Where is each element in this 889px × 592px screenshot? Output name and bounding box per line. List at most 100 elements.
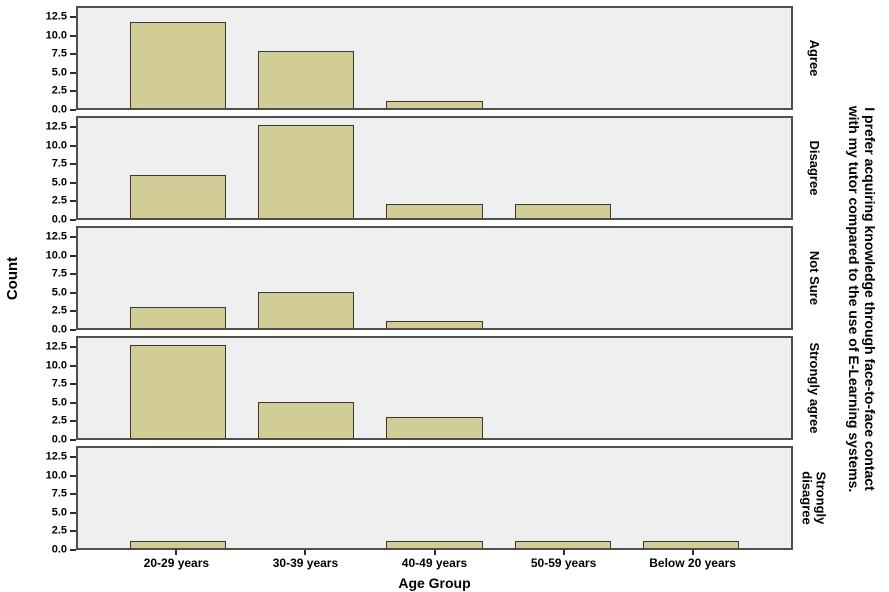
facet-panel: [76, 226, 793, 330]
y-tick-mark: [70, 346, 76, 349]
bar: [258, 292, 355, 328]
y-tick-labels: 0.0 2.5 5.0 7.5 10.0 12.5: [26, 6, 76, 115]
bar: [514, 203, 611, 218]
facet-panel: [76, 446, 793, 550]
x-axis-title: Age Group: [398, 574, 471, 591]
x-axis-right-spacer: [793, 550, 835, 575]
bar: [386, 416, 483, 438]
y-tick-label: 7.5: [51, 267, 67, 280]
y-tick-mark: [70, 364, 76, 367]
x-tick-label: 40-49 years: [401, 556, 468, 570]
panel-row: 0.0 2.5 5.0 7.5 10.0 12.5 Strongly agree: [26, 336, 835, 445]
bar: [386, 320, 483, 328]
y-axis-title-area: Count: [0, 6, 26, 550]
x-tick-mark: [175, 550, 178, 555]
x-tick-label: 50-59 years: [530, 556, 597, 570]
y-tick-label: 10.0: [45, 359, 67, 372]
bar: [129, 345, 226, 438]
y-tick-label: 12.5: [45, 10, 67, 23]
y-tick-label: 0.0: [51, 213, 67, 226]
y-tick-label: 2.5: [51, 194, 67, 207]
panel-row: 0.0 2.5 5.0 7.5 10.0 12.5 Disagree: [26, 116, 835, 225]
y-tick-label: 7.5: [51, 377, 67, 390]
bar: [386, 540, 483, 548]
y-tick-label: 12.5: [45, 450, 67, 463]
x-tick-label: 20-29 years: [143, 556, 210, 570]
x-tick-mark: [433, 550, 436, 555]
y-tick-label: 5.0: [51, 286, 67, 299]
facet-label: Strongly agree: [806, 342, 822, 434]
chart-main: 0.0 2.5 5.0 7.5 10.0 12.5 Agree 0.0 2.5 5.0 7.5 10.…: [26, 6, 835, 592]
y-tick-mark: [70, 181, 76, 184]
y-tick-label: 7.5: [51, 487, 67, 500]
y-tick-mark: [70, 291, 76, 294]
facet-label: Disagree: [806, 140, 822, 196]
facet-label: Agree: [806, 39, 822, 77]
bar: [258, 402, 355, 438]
y-tick-mark: [70, 200, 76, 203]
facet-panel: [76, 6, 793, 110]
y-tick-label: 5.0: [51, 506, 67, 519]
y-tick-mark: [70, 310, 76, 313]
bar: [129, 175, 226, 218]
y-tick-mark: [70, 456, 76, 459]
facet-label-area: Agree: [793, 6, 835, 110]
facet-panel: [76, 336, 793, 440]
facet-variable-title: I prefer acquiring knowledge through fac…: [846, 16, 878, 582]
panel-rows: 0.0 2.5 5.0 7.5 10.0 12.5 Agree 0.0 2.5 5.0 7.5 10.…: [26, 6, 835, 555]
bar: [129, 306, 226, 328]
facet-variable-title-line: with my tutor compared to the use of E-L…: [846, 105, 862, 493]
y-tick-mark: [70, 511, 76, 514]
y-tick-label: 10.0: [45, 139, 67, 152]
y-tick-mark: [70, 401, 76, 404]
x-tick-mark: [562, 550, 565, 555]
y-tick-mark: [70, 549, 76, 551]
y-tick-mark: [70, 144, 76, 147]
y-tick-mark: [70, 53, 76, 56]
y-tick-label: 7.5: [51, 47, 67, 60]
y-tick-label: 12.5: [45, 230, 67, 243]
facet-label-area: Strongly agree: [793, 336, 835, 440]
bar: [258, 50, 355, 108]
y-tick-label: 2.5: [51, 524, 67, 537]
x-tick-mark: [304, 550, 307, 555]
y-tick-label: 12.5: [45, 340, 67, 353]
y-axis-title: Count: [4, 256, 22, 300]
y-tick-mark: [70, 126, 76, 129]
y-tick-label: 0.0: [51, 433, 67, 446]
y-tick-label: 7.5: [51, 157, 67, 170]
y-tick-labels: 0.0 2.5 5.0 7.5 10.0 12.5: [26, 226, 76, 335]
x-axis: 20-29 years 30-39 years 40-49 years 50-59 y…: [26, 550, 835, 575]
bar: [258, 125, 355, 218]
y-tick-mark: [70, 90, 76, 93]
y-tick-label: 10.0: [45, 469, 67, 482]
y-tick-mark: [70, 273, 76, 276]
y-tick-mark: [70, 71, 76, 74]
facet-label-area: Strongly disagree: [793, 446, 835, 550]
facet-variable-title-area: I prefer acquiring knowledge through fac…: [835, 6, 889, 592]
y-tick-mark: [70, 254, 76, 257]
bar: [386, 203, 483, 218]
y-tick-mark: [70, 236, 76, 239]
facet-panel: [76, 116, 793, 220]
y-tick-mark: [70, 16, 76, 19]
bar: [643, 540, 740, 548]
y-tick-labels: 0.0 2.5 5.0 7.5 10.0 12.5: [26, 446, 76, 555]
y-tick-mark: [70, 329, 76, 331]
y-tick-mark: [70, 109, 76, 111]
y-tick-label: 0.0: [51, 543, 67, 556]
x-tick-mark: [691, 550, 694, 555]
x-tick-label: Below 20 years: [649, 556, 736, 570]
panel-row: 0.0 2.5 5.0 7.5 10.0 12.5 Not Sure: [26, 226, 835, 335]
y-tick-mark: [70, 474, 76, 477]
y-tick-mark: [70, 219, 76, 221]
panel-row: 0.0 2.5 5.0 7.5 10.0 12.5 Agree: [26, 6, 835, 115]
y-tick-mark: [70, 530, 76, 533]
bar: [514, 540, 611, 548]
x-tick-labels: 20-29 years 30-39 years 40-49 years 50-59 y…: [76, 550, 793, 575]
y-tick-label: 2.5: [51, 304, 67, 317]
y-tick-label: 2.5: [51, 84, 67, 97]
y-tick-labels: 0.0 2.5 5.0 7.5 10.0 12.5: [26, 116, 76, 225]
y-tick-labels: 0.0 2.5 5.0 7.5 10.0 12.5: [26, 336, 76, 445]
